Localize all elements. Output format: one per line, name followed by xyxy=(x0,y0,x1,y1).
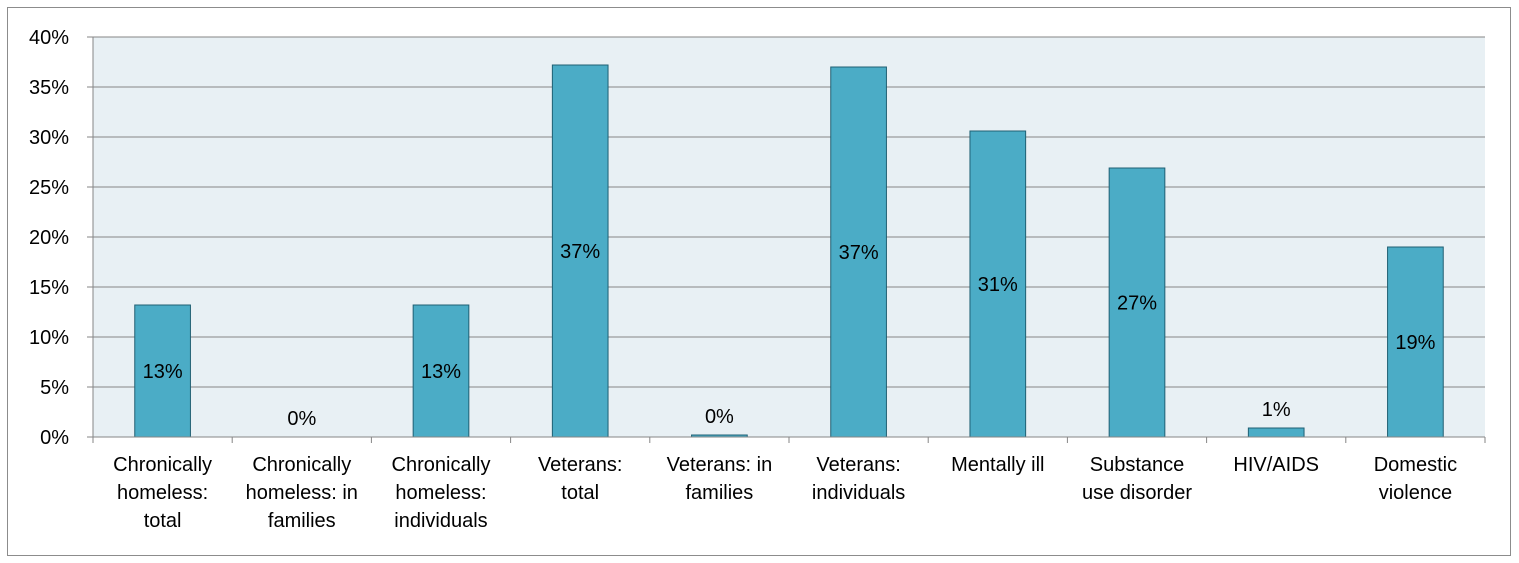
data-labels: 13% 0% 13% 37% 0% 37% 31% 27% 1% 19% xyxy=(143,241,1436,430)
category-label: Chronically homeless: in families xyxy=(246,454,358,532)
y-tick-label: 15% xyxy=(29,277,69,299)
data-label: 0% xyxy=(287,408,316,430)
category-label-line: homeless: xyxy=(395,482,486,504)
category-label-line: total xyxy=(561,482,599,504)
category-label-line: families xyxy=(268,510,336,532)
category-label: Mentally ill xyxy=(951,454,1044,476)
category-label: Domestic violence xyxy=(1374,454,1457,504)
bar xyxy=(1387,246,1444,438)
data-label: 19% xyxy=(1395,332,1435,354)
bar xyxy=(551,64,609,438)
bars xyxy=(134,64,1444,438)
y-tick-label: 40% xyxy=(29,27,69,49)
category-label-line: Domestic xyxy=(1374,454,1457,476)
category-label-line: violence xyxy=(1379,482,1452,504)
gridlines xyxy=(93,36,1485,388)
category-label: Veterans: in families xyxy=(667,454,773,504)
y-axis-tick-labels: 0% 5% 10% 15% 20% 25% 30% 35% 40% xyxy=(29,27,69,449)
axes xyxy=(87,36,1486,443)
bar xyxy=(1108,167,1166,438)
bar xyxy=(134,304,191,438)
category-label: Chronically homeless: total xyxy=(113,454,212,532)
category-label-line: Chronically xyxy=(252,454,351,476)
category-label-line: Substance xyxy=(1090,454,1185,476)
bar xyxy=(1247,427,1305,438)
bar xyxy=(830,66,887,438)
category-label: Substance use disorder xyxy=(1082,454,1192,504)
data-label: 13% xyxy=(421,361,461,383)
data-label: 37% xyxy=(560,241,600,263)
category-label-line: total xyxy=(144,510,182,532)
y-tick-label: 30% xyxy=(29,127,69,149)
data-label: 27% xyxy=(1117,293,1157,315)
category-label-line: individuals xyxy=(394,510,487,532)
category-label: Veterans: total xyxy=(538,454,623,504)
category-label-line: Mentally ill xyxy=(951,454,1044,476)
y-tick-label: 10% xyxy=(29,327,69,349)
category-label: Veterans: individuals xyxy=(812,454,905,504)
category-label-line: individuals xyxy=(812,482,905,504)
y-tick-label: 5% xyxy=(40,377,69,399)
category-label-line: Chronically xyxy=(392,454,491,476)
data-label: 0% xyxy=(705,406,734,428)
x-axis-category-labels: Chronically homeless: total Chronically home… xyxy=(113,454,1457,532)
category-label-line: homeless: in xyxy=(246,482,358,504)
y-tick-label: 0% xyxy=(40,427,69,449)
y-tick-label: 20% xyxy=(29,227,69,249)
category-label-line: HIV/AIDS xyxy=(1233,454,1319,476)
category-label-line: families xyxy=(686,482,754,504)
data-label: 1% xyxy=(1262,399,1291,421)
data-label: 37% xyxy=(839,242,879,264)
y-tick-label: 35% xyxy=(29,77,69,99)
category-label: Chronically homeless: individuals xyxy=(392,454,491,532)
category-label-line: homeless: xyxy=(117,482,208,504)
data-label: 31% xyxy=(978,274,1018,296)
bar xyxy=(969,130,1027,438)
category-label-line: use disorder xyxy=(1082,482,1192,504)
y-tick-label: 25% xyxy=(29,177,69,199)
bar xyxy=(412,304,470,438)
category-label-line: Veterans: in xyxy=(667,454,773,476)
category-label-line: Veterans: xyxy=(816,454,901,476)
category-label: HIV/AIDS xyxy=(1233,454,1319,476)
data-label: 13% xyxy=(143,361,183,383)
category-label-line: Chronically xyxy=(113,454,212,476)
category-label-line: Veterans: xyxy=(538,454,623,476)
